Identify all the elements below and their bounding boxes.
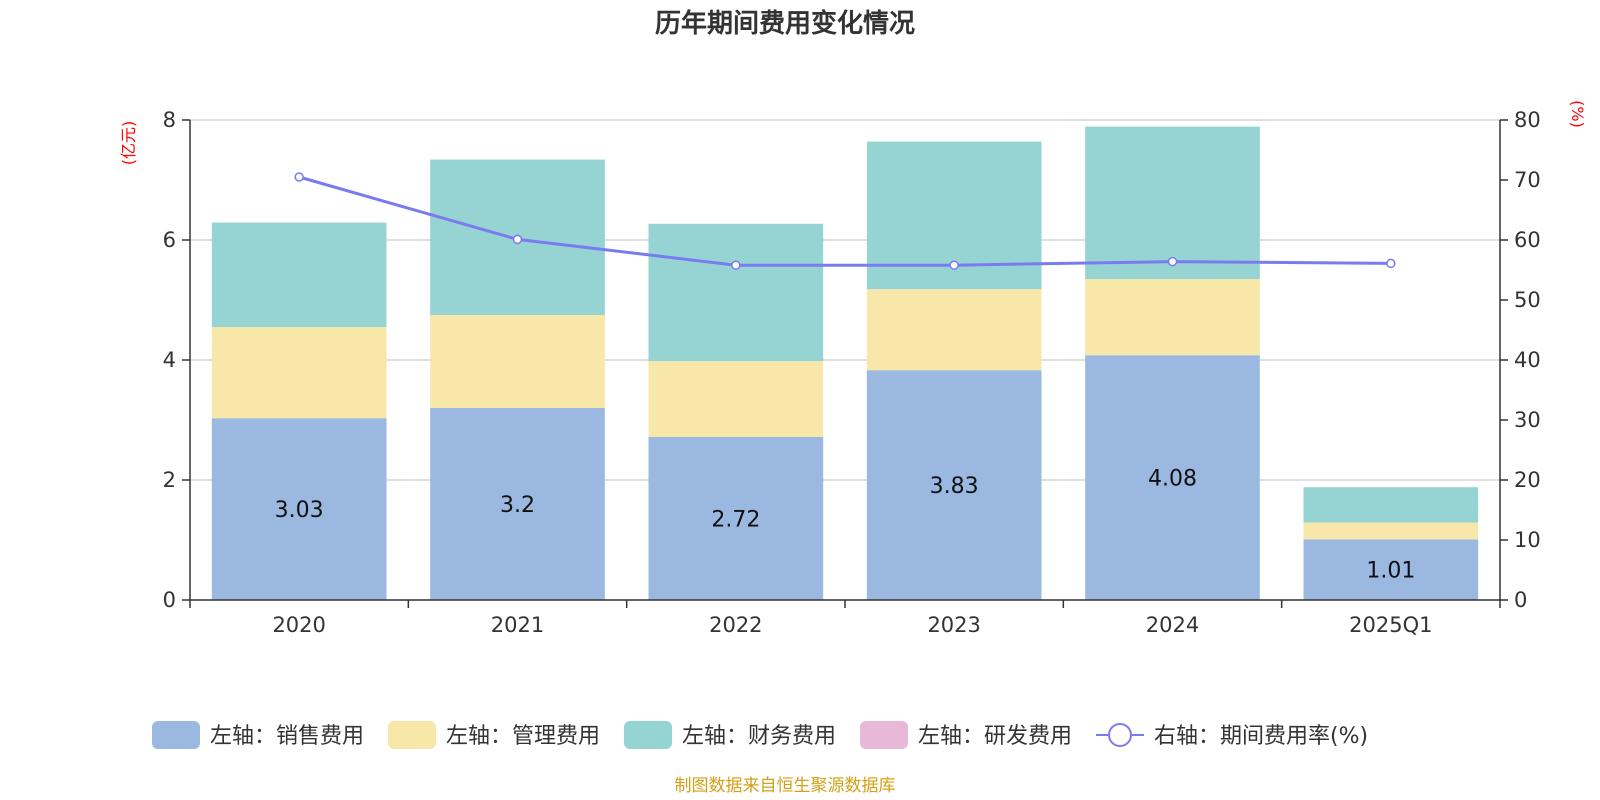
legend-label: 左轴：财务费用: [682, 724, 836, 749]
x-axis-tick-label: 2020: [272, 613, 325, 637]
chart-title: 历年期间费用变化情况: [655, 8, 915, 39]
bar-segment: [211, 327, 387, 419]
legend-item: 左轴：管理费用: [388, 721, 600, 749]
bar-segment: [430, 408, 605, 600]
bar-segment: [211, 418, 387, 600]
data-label: 3.83: [930, 474, 979, 499]
legend-label: 左轴：研发费用: [918, 724, 1072, 749]
data-label: 1.01: [1366, 559, 1415, 584]
bar-segment: [1303, 522, 1479, 540]
bar-segment: [866, 289, 1042, 371]
bar-segment: [648, 361, 824, 437]
data-label: 3.2: [500, 493, 535, 518]
legend-item: 左轴：研发费用: [860, 721, 1072, 749]
right-axis-tick-label: 50: [1514, 288, 1541, 312]
bar-segment: [1085, 126, 1260, 279]
x-axis-tick-label: 2023: [927, 613, 980, 637]
x-axis-tick-label: 2022: [709, 613, 762, 637]
right-axis-tick-label: 0: [1514, 588, 1527, 612]
x-axis-tick-label: 2025Q1: [1349, 613, 1432, 637]
x-axis-tick-label: 2024: [1146, 613, 1199, 637]
data-labels: 3.03 3.2 2.72 3.83 4.08 1.01: [275, 467, 1416, 584]
legend-swatch: [388, 721, 436, 749]
bar-segment: [1303, 539, 1479, 600]
legend-swatch: [860, 721, 908, 749]
source-note: 制图数据来自恒生聚源数据库: [675, 776, 896, 796]
bar-series: [211, 126, 1479, 600]
data-label: 2.72: [711, 507, 760, 532]
bar-segment: [211, 222, 387, 327]
legend: 左轴：销售费用 左轴：管理费用 左轴：财务费用 左轴：研发费用 右轴：期间费用率(%): [152, 721, 1368, 749]
x-axis-tick-label: 2021: [491, 613, 544, 637]
left-axis-unit: (亿元): [119, 121, 138, 166]
legend-label: 左轴：管理费用: [446, 724, 600, 749]
right-axis-tick-label: 80: [1514, 108, 1541, 132]
rate-line-series: [294, 172, 1396, 270]
right-axis-tick-label: 10: [1514, 528, 1541, 552]
left-axis-tick-label: 4: [163, 348, 176, 372]
rate-point: [1167, 256, 1178, 267]
data-label: 4.08: [1148, 467, 1197, 492]
rate-point: [949, 260, 959, 270]
legend-label: 右轴：期间费用率(%): [1154, 724, 1368, 749]
rate-point: [294, 172, 304, 182]
legend-item: 左轴：销售费用: [152, 721, 364, 749]
right-axis-tick-label: 40: [1514, 348, 1541, 372]
rate-point: [731, 260, 741, 270]
right-axis-tick-label: 30: [1514, 408, 1541, 432]
bar-segment: [648, 436, 824, 600]
right-axis-tick-label: 60: [1514, 228, 1541, 252]
bar-segment: [866, 370, 1042, 600]
right-axis-tick-label: 20: [1514, 468, 1541, 492]
bar-segment: [1303, 487, 1479, 523]
rate-point: [512, 234, 523, 245]
legend-item: 右轴：期间费用率(%): [1096, 723, 1368, 749]
legend-swatch: [624, 721, 672, 749]
left-axis-tick-label: 8: [163, 108, 176, 132]
bar-segment: [1085, 279, 1260, 356]
bar-segment: [430, 315, 605, 408]
right-axis-tick-label: 70: [1514, 168, 1541, 192]
rate-point: [1386, 258, 1396, 269]
right-axis-unit: (%): [1568, 100, 1587, 128]
legend-marker: [1108, 723, 1132, 747]
legend-item: 左轴：财务费用: [624, 721, 836, 749]
left-axis-tick-label: 6: [163, 228, 176, 252]
bar-segment: [1085, 355, 1260, 600]
left-axis-tick-label: 0: [163, 588, 176, 612]
left-axis-tick-label: 2: [163, 468, 176, 492]
legend-swatch: [152, 721, 200, 749]
rate-line: [298, 175, 1391, 267]
data-label: 3.03: [275, 498, 324, 523]
bar-segment: [648, 223, 824, 362]
legend-label: 左轴：销售费用: [210, 724, 364, 749]
